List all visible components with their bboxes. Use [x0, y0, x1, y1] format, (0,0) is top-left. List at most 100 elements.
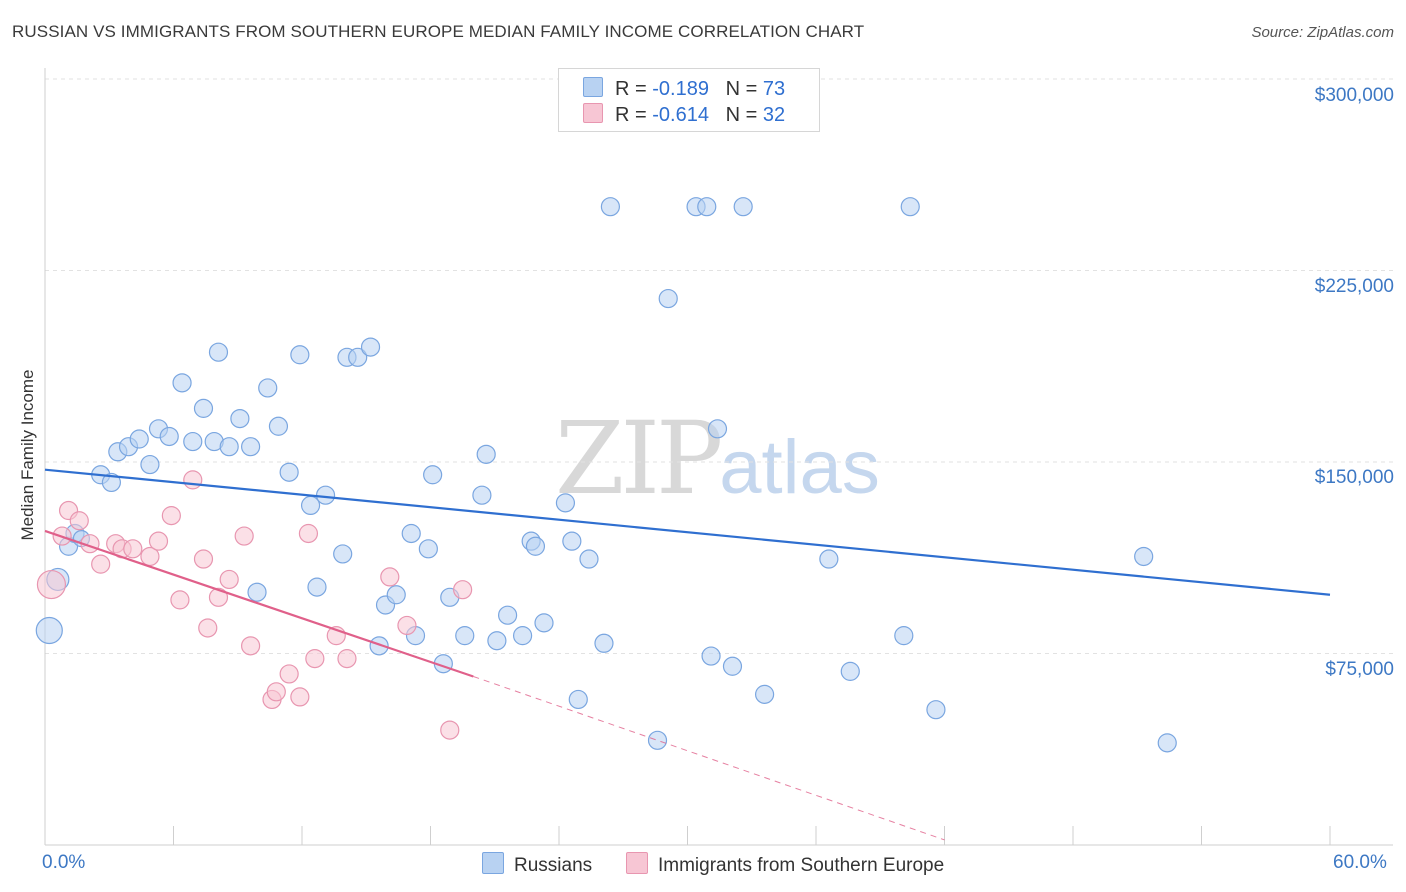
russian-point	[555, 493, 576, 513]
russian-point	[423, 465, 443, 485]
immigrant-point	[279, 664, 299, 684]
russian-point	[360, 337, 381, 357]
russian-point	[315, 485, 336, 505]
russian-point	[418, 539, 438, 559]
russian-point	[129, 429, 149, 449]
russian-point	[101, 472, 121, 493]
r-value: -0.614	[652, 104, 709, 126]
russian-point	[579, 549, 599, 569]
y-tick-label: $150,000	[1314, 467, 1394, 488]
russians-trend-line	[44, 468, 1331, 596]
immigrant-point	[298, 523, 319, 544]
russian-point	[525, 536, 546, 556]
russian-point	[401, 523, 421, 544]
russian-point	[386, 585, 406, 605]
russian-point	[722, 656, 743, 676]
immigrant-point	[91, 554, 111, 574]
russian-point	[733, 197, 753, 217]
r-label: R =	[615, 104, 647, 126]
watermark-zip: ZIP	[555, 400, 723, 517]
russian-point	[534, 613, 554, 633]
russian-point	[894, 626, 914, 646]
y-tick-label: $75,000	[1325, 659, 1394, 680]
russian-point	[512, 626, 533, 646]
legend-item-immigrants: Immigrants from Southern Europe	[626, 852, 944, 877]
immigrant-point	[440, 720, 460, 740]
source-label: Source: ZipAtlas.com	[1251, 24, 1394, 41]
russian-point	[279, 462, 299, 482]
immigrant-point	[241, 636, 261, 656]
russian-point	[208, 342, 229, 362]
russian-point	[290, 345, 310, 365]
russian-point	[819, 549, 839, 569]
correlation-legend: R = -0.189 N = 73 R = -0.614 N = 32	[558, 68, 820, 132]
russian-point	[348, 347, 368, 367]
immigrant-point	[305, 649, 325, 669]
immigrant-point	[148, 531, 169, 551]
x-tick-label: 0.0%	[42, 852, 86, 873]
y-axis-label: Median Family Income	[18, 369, 37, 541]
immigrant-point	[170, 590, 190, 610]
y-tick-label: $300,000	[1314, 85, 1394, 106]
immigrant-point	[290, 687, 310, 707]
russian-point	[562, 531, 582, 551]
immigrant-point	[69, 511, 89, 531]
russian-point	[476, 444, 496, 464]
russian-point	[600, 197, 621, 217]
immigrant-point	[337, 649, 357, 669]
immigrants-swatch	[583, 103, 603, 123]
r-label: R =	[615, 78, 647, 100]
russian-point	[926, 700, 946, 720]
legend-row-russians: R = -0.189 N = 73	[583, 77, 785, 101]
russian-point	[268, 416, 289, 436]
legend-row-immigrants: R = -0.614 N = 32	[583, 103, 785, 127]
legend-label: Immigrants from Southern Europe	[658, 855, 945, 876]
russian-point	[707, 419, 728, 439]
n-label: N =	[725, 104, 758, 126]
r-value: -0.189	[652, 78, 709, 100]
watermark-atlas: atlas	[719, 425, 880, 510]
n-label: N =	[725, 78, 758, 100]
immigrant-point	[193, 549, 214, 569]
n-value: 32	[762, 104, 786, 126]
russian-point	[647, 730, 668, 750]
russian-point	[193, 398, 214, 418]
immigrant-point	[219, 569, 239, 590]
russian-point	[594, 633, 614, 653]
immigrant-point	[123, 539, 143, 559]
immigrants-trend-line	[44, 529, 474, 678]
immigrants-swatch	[626, 852, 648, 874]
russian-point	[487, 631, 507, 651]
legend-item-russians: Russians	[482, 852, 592, 877]
legend-label: Russians	[514, 855, 593, 876]
x-tick-label: 60.0%	[1333, 852, 1387, 873]
russian-point	[159, 426, 179, 447]
immigrant-point	[453, 580, 473, 600]
russian-point	[258, 378, 278, 398]
russian-point	[369, 636, 389, 656]
russian-point	[172, 373, 192, 393]
russians-swatch	[583, 77, 603, 97]
immigrant-point	[183, 470, 203, 490]
immigrant-point	[234, 526, 254, 546]
russian-point	[230, 408, 250, 429]
russian-point	[472, 485, 492, 505]
russian-point	[754, 684, 775, 704]
russian-point	[900, 197, 920, 217]
russian-point	[241, 437, 261, 457]
watermark: ZIPatlas	[555, 400, 880, 517]
immigrant-point	[397, 615, 417, 636]
russian-point	[247, 582, 267, 602]
russian-point	[498, 605, 518, 625]
russian-point	[658, 288, 678, 309]
russian-point	[1157, 733, 1177, 753]
russian-point	[455, 626, 475, 646]
immigrant-point	[161, 506, 181, 526]
n-value: 73	[762, 78, 786, 100]
immigrant-point	[198, 618, 218, 638]
russian-point	[35, 616, 63, 645]
immigrant-point	[208, 587, 229, 607]
russian-point	[701, 646, 721, 666]
russian-point	[219, 437, 239, 457]
